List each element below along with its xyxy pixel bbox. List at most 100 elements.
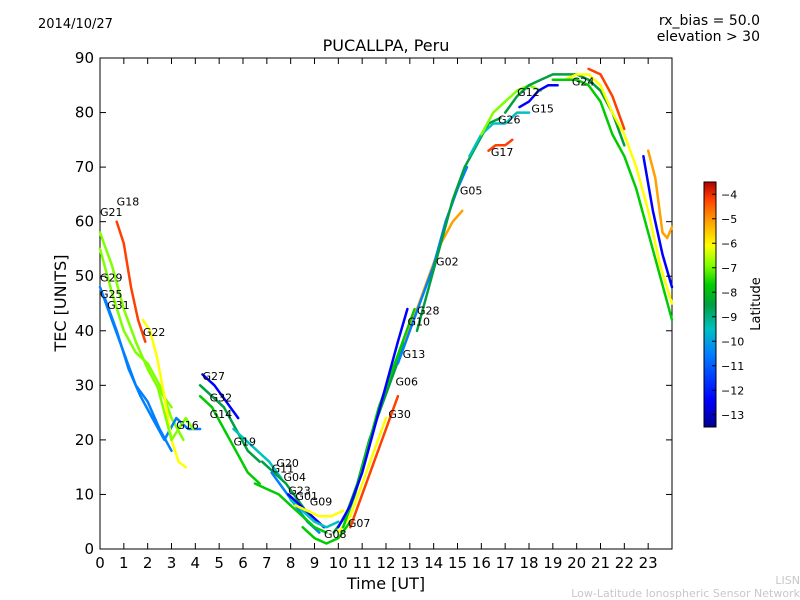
x-tick-label: 12 [376, 554, 395, 572]
series-G04 [253, 482, 328, 534]
series-layer [98, 67, 674, 545]
x-tick-label: 11 [353, 554, 372, 572]
x-tick-label: 23 [639, 554, 658, 572]
label-layer: G21G18G29G25G31G22G16G27G32G14G19G20G11G… [100, 75, 594, 541]
series-label: G26 [498, 113, 521, 126]
colorbar-label: Latitude [749, 277, 764, 331]
x-tick-label: 21 [591, 554, 610, 572]
x-axis-label: Time [UT] [346, 574, 425, 593]
y-tick-label: 10 [75, 485, 94, 503]
series-G12 [480, 84, 543, 136]
series-label: G23 [288, 484, 311, 497]
x-tick-label: 1 [119, 554, 129, 572]
colorbar-ticks: −4 −5 −6 −7 −8 −9 −10 −11 −12 −13 [712, 188, 744, 422]
y-tick-label: 30 [75, 376, 94, 394]
series-label: G22 [143, 326, 166, 339]
series-label: G19 [233, 435, 256, 448]
date-label: 2014/10/27 [38, 17, 113, 32]
series-label: G27 [202, 370, 225, 383]
series-G08 [301, 520, 352, 545]
series-G15 [518, 84, 559, 109]
x-tick-label: 3 [167, 554, 177, 572]
x-tick-label: 7 [262, 554, 272, 572]
series-G32 [198, 384, 261, 463]
x-tick-label: 22 [615, 554, 634, 572]
y-tick-label: 90 [75, 49, 94, 67]
series-label: G14 [210, 408, 233, 421]
series-label: G08 [324, 528, 347, 541]
colorbar-tick-label: −13 [721, 409, 744, 422]
x-tick-label: 2 [143, 554, 153, 572]
colorbar-tick-label: −5 [721, 213, 737, 226]
x-tick-label: 13 [400, 554, 419, 572]
colorbar-tick-label: −12 [721, 384, 744, 397]
series-G27 [201, 373, 240, 420]
series-EVE_B [551, 78, 674, 322]
chart-title: PUCALLPA, Peru [322, 36, 450, 55]
y-axis-label: TEC [UNITS] [51, 255, 70, 353]
x-tick-label: 16 [472, 554, 491, 572]
y-tick-label: 60 [75, 213, 94, 231]
colorbar-tick-label: −10 [721, 335, 744, 348]
series-label: G31 [107, 299, 130, 312]
x-tick-label: 10 [329, 554, 348, 572]
y-tick-label: 40 [75, 322, 94, 340]
series-G10 [337, 307, 409, 529]
axis-layer: 0 1 2 3 4 5 6 7 8 9 10 11 12 13 14 15 16 17 18 19 20 21 22 2301… [75, 49, 672, 572]
x-tick-label: 0 [95, 554, 105, 572]
series-label: G06 [396, 375, 419, 388]
series-G14 [198, 394, 261, 485]
series-G09 [294, 504, 345, 518]
series-label: G11 [272, 463, 295, 476]
rx-bias-label: rx_bias = 50.0 [658, 13, 760, 29]
colorbar: −4 −5 −6 −7 −8 −9 −10 −11 −12 −13 Latitude [703, 181, 764, 428]
series-label: G30 [388, 408, 411, 421]
x-tick-label: 18 [519, 554, 538, 572]
colorbar-tick-label: −9 [721, 311, 737, 324]
series-label: G18 [117, 195, 140, 208]
series-label: G13 [403, 348, 426, 361]
x-tick-label: 8 [286, 554, 296, 572]
x-tick-label: 5 [214, 554, 224, 572]
series-label: G20 [276, 457, 299, 470]
series-label: G15 [531, 103, 554, 116]
y-tick-label: 50 [75, 267, 94, 285]
series-G26 [468, 111, 531, 158]
series-EVE_A [563, 73, 674, 305]
series-label: G32 [210, 392, 233, 405]
series-label: G25 [100, 288, 123, 301]
y-tick-label: 80 [75, 104, 94, 122]
elevation-label: elevation > 30 [656, 29, 760, 45]
series-G18 [115, 220, 147, 343]
series-EVE_E [646, 149, 674, 240]
series-G19 [232, 427, 283, 480]
x-tick-label: 20 [567, 554, 586, 572]
series-label: G17 [491, 146, 514, 159]
x-tick-label: 15 [448, 554, 467, 572]
credit: LISN Low-Latitude Ionospheric Sensor Net… [571, 574, 800, 600]
colorbar-tick-label: −4 [721, 188, 737, 201]
series-G17 [487, 138, 514, 152]
series-label: G10 [407, 315, 430, 328]
series-G24 [503, 73, 626, 147]
series-EVE_C [587, 67, 626, 131]
series-label: G05 [460, 184, 483, 197]
x-tick-label: 19 [543, 554, 562, 572]
colorbar-tick-label: −8 [721, 286, 737, 299]
series-label: G24 [572, 75, 595, 88]
series-label: G01 [295, 490, 318, 503]
series-G29 [98, 247, 185, 442]
series-G22 [141, 318, 188, 469]
series-label: G12 [517, 86, 540, 99]
x-tick-label: 4 [191, 554, 201, 572]
series-label: G28 [417, 304, 440, 317]
series-EVE_D [642, 154, 674, 289]
y-tick-label: 0 [84, 540, 94, 558]
y-tick-label: 70 [75, 158, 94, 176]
colorbar-tick-label: −7 [721, 262, 737, 275]
series-label: G16 [176, 419, 199, 432]
credit-short: LISN [775, 574, 800, 587]
series-label: G07 [348, 517, 371, 530]
x-tick-label: 17 [496, 554, 515, 572]
